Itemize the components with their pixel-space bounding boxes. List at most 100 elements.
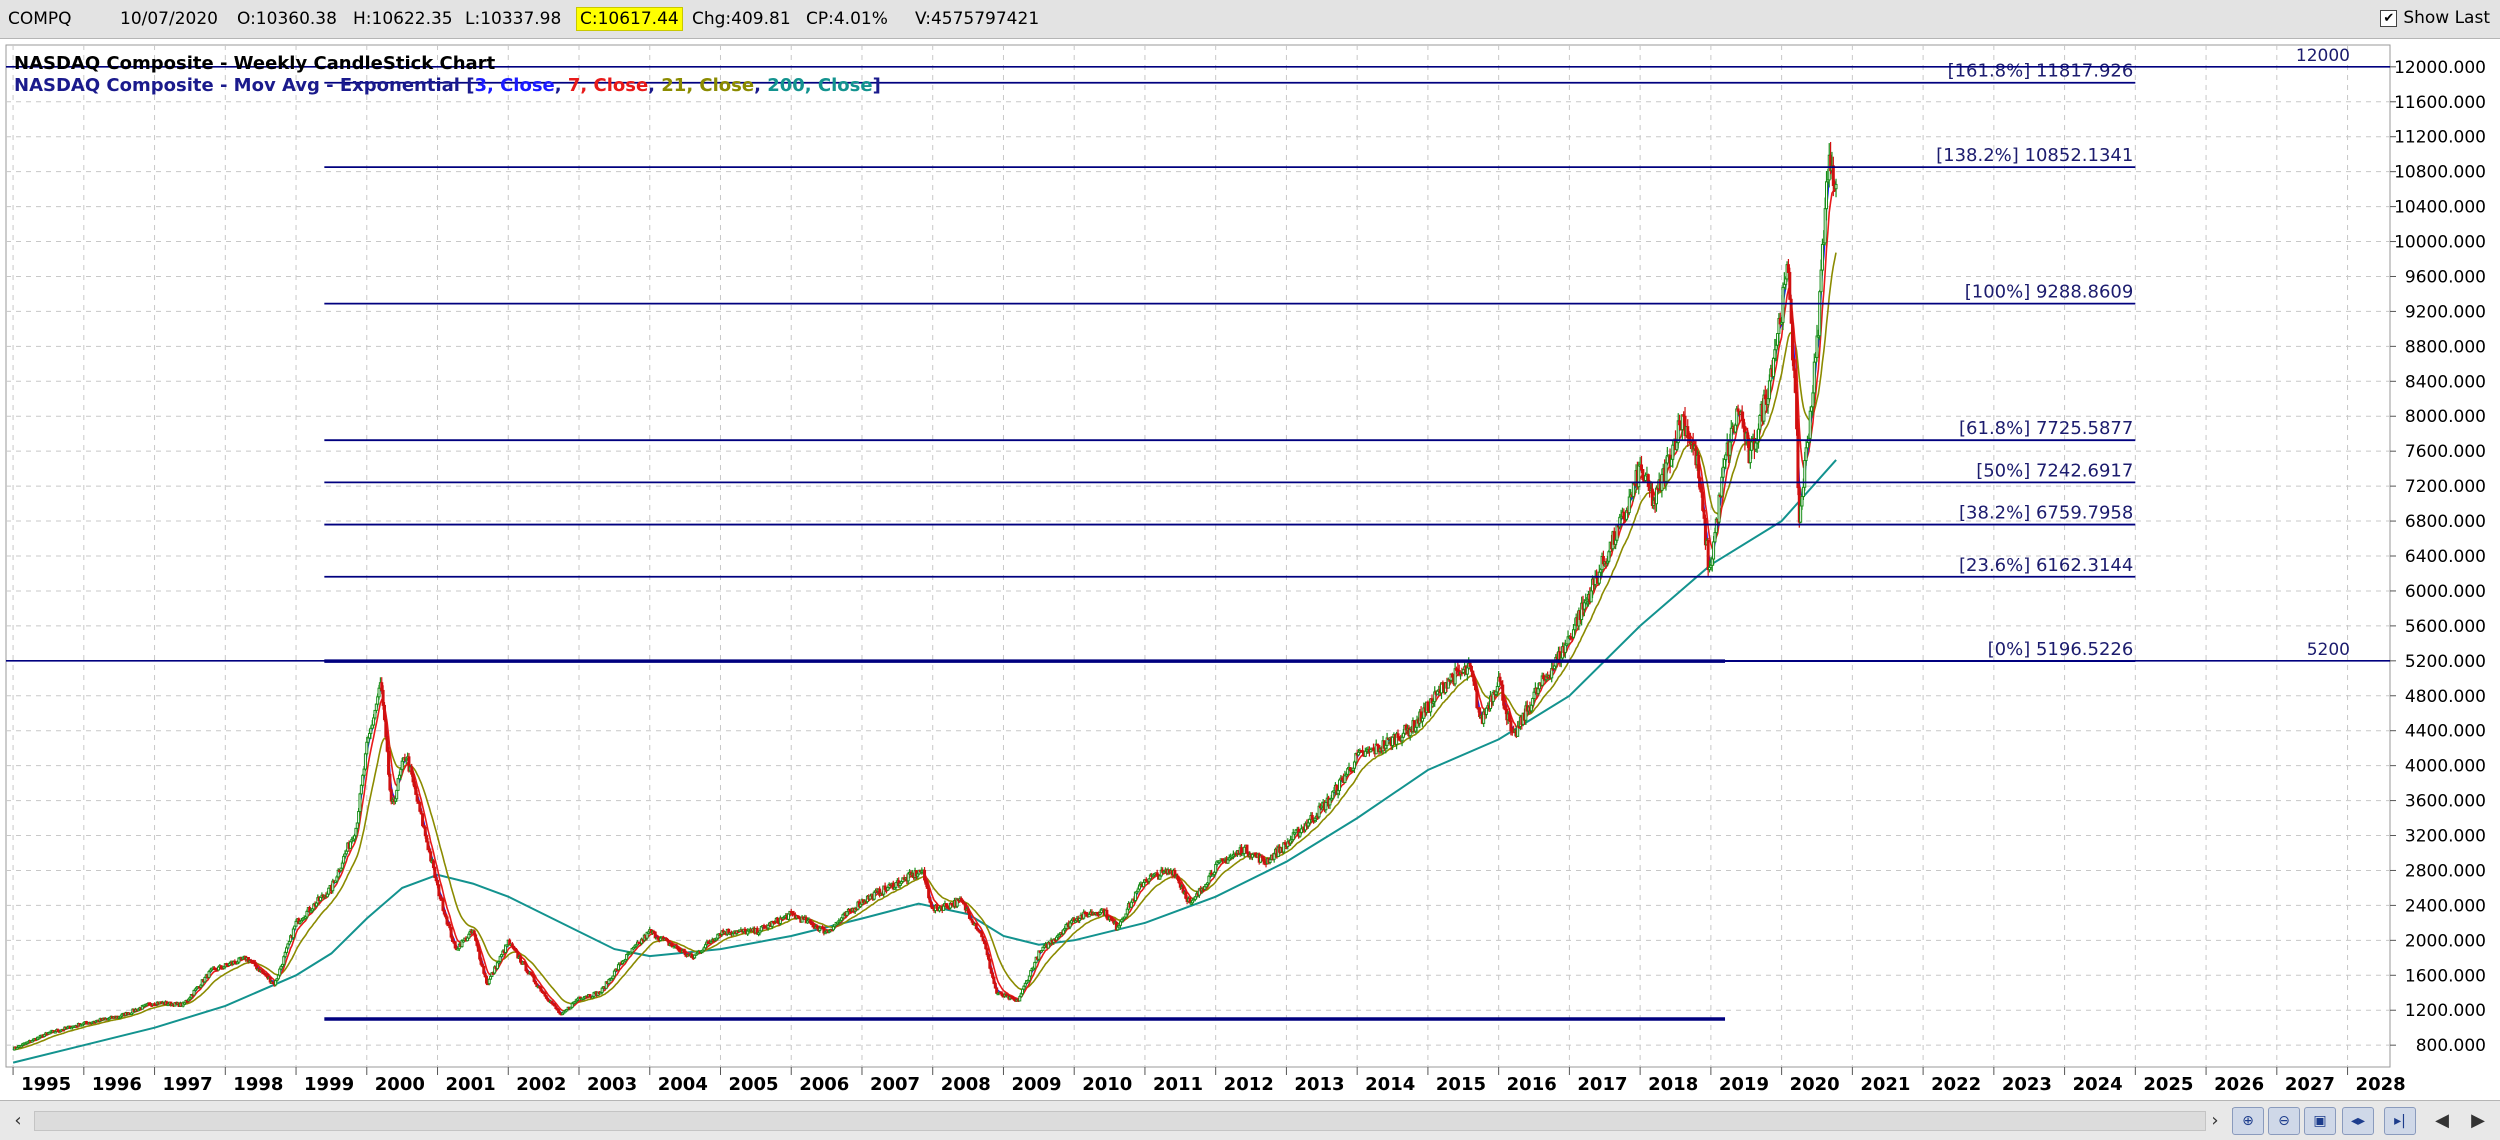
ma-legend-separator: , bbox=[648, 75, 661, 96]
candle-body bbox=[291, 928, 295, 939]
candle-body bbox=[1733, 424, 1737, 433]
candle-body bbox=[1184, 891, 1188, 899]
x-tick-label: 1995 bbox=[21, 1074, 71, 1095]
candle-body bbox=[1363, 750, 1367, 757]
candle-body bbox=[1308, 818, 1312, 824]
zoom-in-icon[interactable]: ⊕ bbox=[2232, 1107, 2264, 1135]
scroll-left-icon[interactable]: ‹ bbox=[14, 1109, 22, 1131]
candle-body bbox=[1781, 286, 1785, 323]
candle-body bbox=[967, 912, 971, 919]
candle-body bbox=[1261, 855, 1265, 862]
candle-body bbox=[1771, 357, 1775, 377]
candle-body bbox=[1299, 828, 1303, 834]
candlestick-chart[interactable]: [161.8%] 11817.926 [138.2%] 10852.1341 [10… bbox=[0, 39, 2500, 1100]
candle-body bbox=[1324, 801, 1328, 811]
candle-body bbox=[1776, 333, 1780, 346]
candle-body bbox=[1722, 458, 1726, 468]
candle-body bbox=[1831, 165, 1835, 187]
y-tick-label: 3200.000 bbox=[2405, 827, 2486, 847]
candle-body bbox=[1471, 670, 1475, 678]
x-tick-label: 2027 bbox=[2285, 1074, 2335, 1095]
scroll-track[interactable] bbox=[34, 1111, 2206, 1131]
ma200-series bbox=[12, 459, 1837, 1064]
candle-body bbox=[467, 933, 471, 939]
volume-value: V:4575797421 bbox=[915, 9, 1040, 29]
candle-body bbox=[989, 967, 993, 974]
candle-body bbox=[1352, 761, 1356, 769]
candle-body bbox=[519, 956, 523, 963]
candle-body bbox=[498, 956, 502, 962]
quote-header-bar: COMPQ 10/07/2020 O:10360.38 H:10622.35 L… bbox=[0, 0, 2500, 39]
candle-body bbox=[1475, 689, 1479, 709]
candle-body bbox=[1671, 444, 1675, 460]
jump-end-icon[interactable]: ▸| bbox=[2384, 1107, 2416, 1135]
candle-body bbox=[1029, 970, 1033, 977]
candle-body bbox=[995, 987, 999, 994]
x-tick-label: 2009 bbox=[1011, 1074, 1061, 1095]
candle-body bbox=[1750, 441, 1754, 451]
y-tick-label: 9200.000 bbox=[2405, 302, 2486, 322]
zoom-fit-icon[interactable]: ▣ bbox=[2304, 1107, 2336, 1135]
candle-body bbox=[396, 778, 400, 791]
scroll-right-icon[interactable]: › bbox=[2211, 1109, 2219, 1131]
candle-body bbox=[966, 908, 970, 914]
candle-body bbox=[1808, 410, 1812, 439]
candle-body bbox=[894, 882, 898, 888]
ma-legend-3: 3, Close bbox=[474, 75, 554, 96]
candle-body bbox=[1800, 496, 1804, 507]
zoom-out-icon[interactable]: ⊖ bbox=[2268, 1107, 2300, 1135]
step-forward-icon[interactable]: ▶ bbox=[2471, 1109, 2485, 1131]
candle-body bbox=[373, 709, 377, 719]
x-tick-label: 2025 bbox=[2143, 1074, 2193, 1095]
candle-body bbox=[1697, 454, 1701, 479]
candle-body bbox=[1502, 699, 1506, 709]
y-axis-ticks: 800.000 1200.000 1600.000 2000.000 2400.000 2… bbox=[2390, 58, 2486, 1056]
candle-body bbox=[974, 923, 978, 930]
candle-body bbox=[305, 910, 309, 918]
candle-body bbox=[450, 936, 454, 942]
x-tick-label: 2013 bbox=[1294, 1074, 1344, 1095]
fib-level-label: [100%] 9288.8609 bbox=[1965, 282, 2134, 303]
candle-body bbox=[993, 982, 997, 989]
candle-body bbox=[1453, 668, 1457, 685]
candle-body bbox=[1582, 602, 1586, 610]
x-tick-label: 2024 bbox=[2073, 1074, 2123, 1095]
show-last-toggle[interactable]: ✔ Show Last bbox=[2380, 8, 2490, 28]
candle-body bbox=[1746, 432, 1750, 439]
candle-body bbox=[362, 768, 366, 776]
candle-body bbox=[381, 689, 385, 706]
ma-legend-line: NASDAQ Composite - Mov Avg - Exponential… bbox=[14, 75, 881, 96]
y-tick-label: 5200.000 bbox=[2405, 652, 2486, 672]
horizontal-scrollbar[interactable]: ‹ › ⊕ ⊖ ▣ ◂▸ ▸| ◀ ▶ bbox=[0, 1100, 2500, 1140]
candle-body bbox=[981, 936, 985, 942]
candle-body bbox=[1717, 494, 1721, 523]
candle-body bbox=[380, 682, 384, 691]
open-value: O:10360.38 bbox=[237, 9, 337, 29]
change-percent-value: CP:4.01% bbox=[806, 9, 888, 29]
candle-body bbox=[387, 750, 391, 775]
candle-body bbox=[278, 968, 282, 976]
candle-body bbox=[1129, 901, 1133, 908]
candle-body bbox=[1720, 476, 1724, 497]
ma-legend-suffix: ] bbox=[873, 75, 881, 96]
fib-level-label: [23.6%] 6162.3144 bbox=[1959, 555, 2133, 576]
scroll-both-icon[interactable]: ◂▸ bbox=[2342, 1107, 2374, 1135]
step-back-icon[interactable]: ◀ bbox=[2435, 1109, 2449, 1131]
candle-body bbox=[342, 855, 346, 864]
candle-body bbox=[478, 950, 482, 960]
y-tick-label: 10000.000 bbox=[2394, 233, 2486, 253]
candle-body bbox=[433, 867, 437, 879]
candle-body bbox=[1701, 491, 1705, 511]
x-tick-label: 2007 bbox=[870, 1074, 920, 1095]
x-tick-label: 2018 bbox=[1648, 1074, 1698, 1095]
candle-body bbox=[1773, 349, 1777, 359]
candle-body bbox=[385, 736, 389, 752]
candle-body bbox=[1754, 442, 1758, 450]
candle-body bbox=[776, 917, 780, 923]
candle-body bbox=[203, 977, 207, 983]
candle-body bbox=[1021, 988, 1025, 995]
candle-body bbox=[1474, 684, 1478, 691]
candle-body bbox=[431, 860, 435, 869]
candle-body bbox=[1811, 392, 1815, 408]
checkbox-checked-icon[interactable]: ✔ bbox=[2380, 9, 2398, 27]
